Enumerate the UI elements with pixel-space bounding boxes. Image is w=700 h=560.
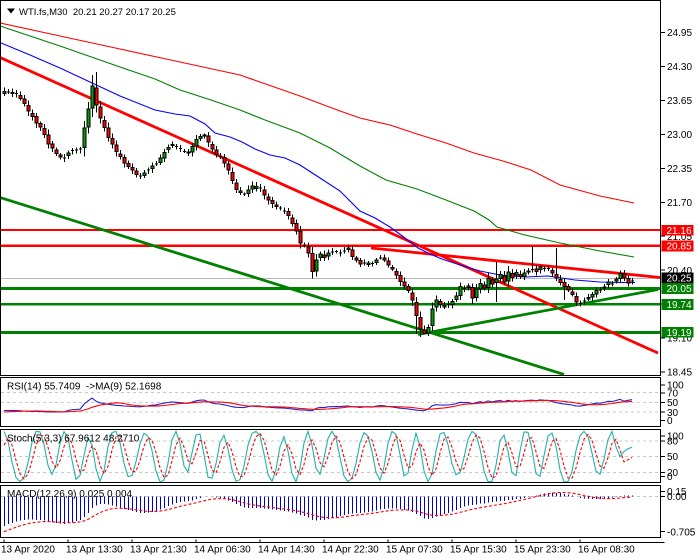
svg-text:50: 50 (667, 452, 679, 463)
svg-text:100: 100 (667, 381, 684, 392)
svg-text:14 Apr 22:30: 14 Apr 22:30 (322, 545, 379, 556)
svg-text:19.19: 19.19 (667, 328, 692, 339)
svg-text:21.05: 21.05 (667, 232, 692, 243)
svg-text:15 Apr 15:30: 15 Apr 15:30 (450, 545, 507, 556)
svg-text:24.95: 24.95 (667, 28, 692, 39)
svg-text:13 Apr 21:30: 13 Apr 21:30 (130, 545, 187, 556)
svg-text:19.10: 19.10 (667, 334, 692, 345)
svg-text:100: 100 (667, 432, 684, 443)
svg-text:22.35: 22.35 (667, 164, 692, 175)
svg-text:15 Apr 23:30: 15 Apr 23:30 (514, 545, 571, 556)
svg-text:21.70: 21.70 (667, 198, 692, 209)
svg-text:20.85: 20.85 (667, 242, 692, 253)
svg-text:20: 20 (667, 468, 679, 479)
svg-text:18.45: 18.45 (667, 368, 692, 379)
svg-text:0.15: 0.15 (667, 487, 687, 498)
svg-text:0: 0 (667, 472, 673, 483)
svg-text:23.00: 23.00 (667, 130, 692, 141)
svg-text:13 Apr 13:30: 13 Apr 13:30 (66, 545, 123, 556)
svg-text:MACD(12,26,9) 0.025 0.004: MACD(12,26,9) 0.025 0.004 (7, 489, 133, 500)
svg-text:30: 30 (667, 408, 679, 419)
svg-text:20.25: 20.25 (667, 274, 692, 285)
svg-text:80: 80 (667, 437, 679, 448)
svg-text:24.30: 24.30 (667, 62, 692, 73)
svg-text:16 Apr 08:30: 16 Apr 08:30 (578, 545, 635, 556)
svg-text:23.65: 23.65 (667, 96, 692, 107)
svg-text:0.00: 0.00 (667, 492, 687, 503)
svg-text:RSI(14) 55.7409 ->MA(9) 52.16: RSI(14) 55.7409 ->MA(9) 52.1698 (7, 382, 162, 393)
svg-text:-0.705: -0.705 (667, 527, 696, 538)
svg-text:Stoch(5,3,3) 67.9612 48.2710: Stoch(5,3,3) 67.9612 48.2710 (7, 434, 140, 445)
svg-text:15 Apr 07:30: 15 Apr 07:30 (386, 545, 443, 556)
svg-text:20.40: 20.40 (667, 266, 692, 277)
svg-text:14 Apr 14:30: 14 Apr 14:30 (258, 545, 315, 556)
svg-text:50: 50 (667, 398, 679, 409)
svg-text:70: 70 (667, 388, 679, 399)
svg-text:13 Apr 2020: 13 Apr 2020 (1, 545, 55, 556)
svg-text:0: 0 (667, 416, 673, 427)
svg-text:21.16: 21.16 (667, 226, 692, 237)
svg-text:19.74: 19.74 (667, 300, 692, 311)
svg-text:20.05: 20.05 (667, 284, 692, 295)
svg-text:14 Apr 06:30: 14 Apr 06:30 (194, 545, 251, 556)
svg-text:WTI.fs,M30 20.21 20.27 20.17: WTI.fs,M30 20.21 20.27 20.17 20.25 (19, 7, 176, 18)
